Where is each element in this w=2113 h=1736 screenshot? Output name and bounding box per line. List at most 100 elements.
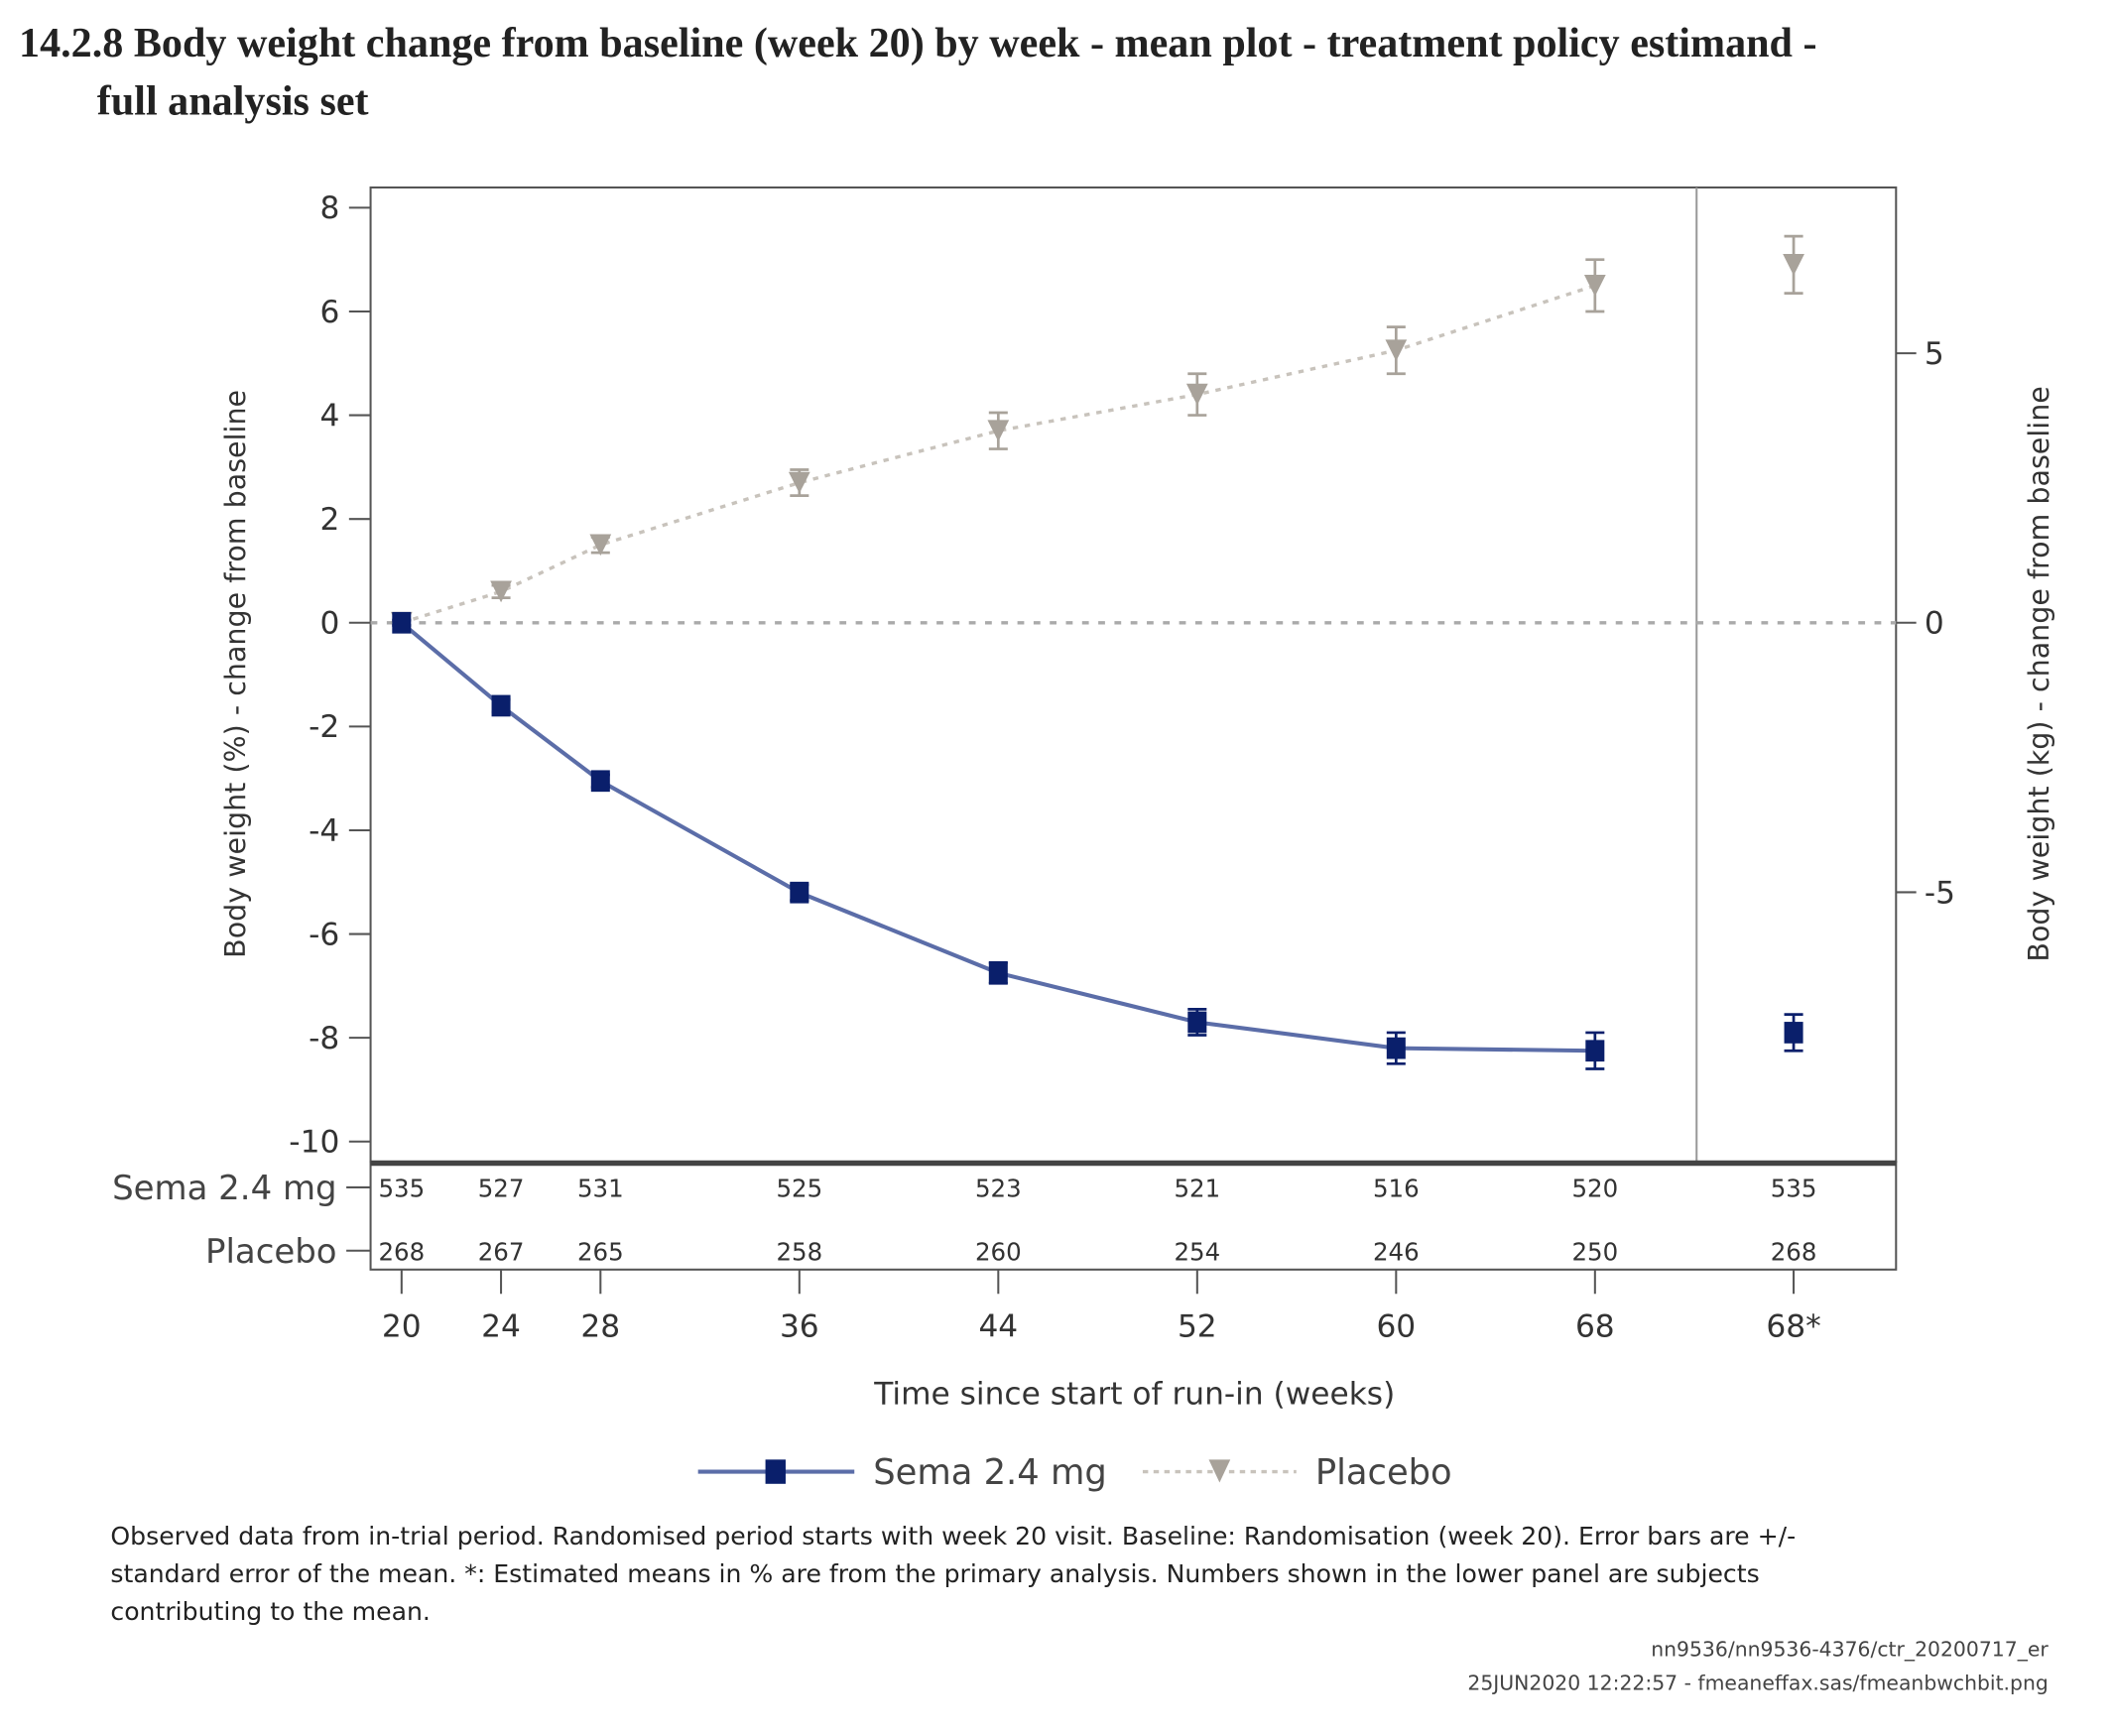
sema-count: 521 bbox=[1174, 1174, 1220, 1202]
placebo-marker bbox=[490, 580, 512, 603]
y-axis-right: 5 0 -5 bbox=[1896, 336, 1955, 911]
y-left-tick-label: -8 bbox=[309, 1021, 339, 1056]
placebo-point bbox=[788, 468, 810, 497]
source-path: nn9536/nn9536-4376/ctr_20200717_er bbox=[1651, 1638, 2049, 1663]
x-tick-label: 24 bbox=[481, 1309, 521, 1345]
sema-line bbox=[400, 621, 1595, 1054]
counts-group: 268 267 265 258 260 254 246 250 268 535 527 531 525 5… bbox=[378, 1174, 1816, 1266]
figure-title-line-1: 14.2.8 Body weight change from baseline … bbox=[19, 20, 1817, 66]
sema-marker bbox=[1386, 1037, 1406, 1059]
sema-marker bbox=[988, 961, 1008, 984]
x-tick-label: 68 bbox=[1575, 1309, 1615, 1345]
legend-sema-marker bbox=[765, 1459, 786, 1484]
sema-point bbox=[988, 960, 1008, 985]
y-left-tick-label: 8 bbox=[319, 190, 339, 226]
y-left-tick-label: -10 bbox=[289, 1125, 339, 1161]
sema-point bbox=[1386, 1031, 1406, 1065]
placebo-marker bbox=[589, 534, 612, 557]
y-left-tick-label: -4 bbox=[309, 813, 339, 849]
placebo-point bbox=[1385, 325, 1408, 376]
placebo-marker bbox=[1783, 254, 1804, 276]
x-tick-label: 20 bbox=[382, 1309, 422, 1345]
sema-point bbox=[590, 770, 610, 793]
source-timestamp: 25JUN2020 12:22:57 - fmeaneffax.sas/fmea… bbox=[1467, 1672, 2048, 1695]
x-tick-label: 28 bbox=[580, 1309, 620, 1345]
x-axis: 20 24 28 36 44 52 60 68 68* bbox=[382, 1269, 1821, 1345]
sema-marker bbox=[1585, 1040, 1605, 1062]
y-left-tick-label: -6 bbox=[309, 917, 339, 952]
sema-marker bbox=[1187, 1011, 1207, 1034]
placebo-point bbox=[490, 580, 512, 603]
footnote-line-1: Observed data from in-trial period. Rand… bbox=[110, 1522, 1796, 1550]
x-tick-label: 68* bbox=[1766, 1309, 1820, 1345]
placebo-point bbox=[1185, 372, 1208, 417]
y-left-tick-label: 6 bbox=[319, 295, 339, 330]
x-tick-label: 36 bbox=[780, 1309, 819, 1345]
sema-count: 535 bbox=[1771, 1174, 1817, 1202]
count-row-label-placebo: Placebo bbox=[205, 1232, 337, 1272]
placebo-count: 265 bbox=[577, 1237, 624, 1266]
placebo-count: 250 bbox=[1571, 1237, 1618, 1266]
y-left-tick-label: 4 bbox=[319, 398, 339, 434]
placebo-marker bbox=[987, 420, 1010, 442]
placebo-line bbox=[401, 284, 1596, 625]
sema-point bbox=[1187, 1008, 1207, 1037]
figure-title-line-2: full analysis set bbox=[97, 78, 369, 125]
placebo-point bbox=[987, 411, 1010, 450]
sema-count: 531 bbox=[577, 1174, 624, 1202]
x-tick-label: 44 bbox=[978, 1309, 1018, 1345]
sema-point bbox=[392, 611, 412, 634]
sema-count: 516 bbox=[1373, 1174, 1420, 1202]
sema-point bbox=[1784, 1013, 1803, 1053]
legend-placebo-marker bbox=[1208, 1459, 1231, 1483]
legend: Sema 2.4 mg Placebo bbox=[697, 1452, 1452, 1493]
y-axis-left-label: Body weight (%) - change from baseline bbox=[219, 390, 252, 958]
sema-count: 525 bbox=[776, 1174, 822, 1202]
series-group bbox=[390, 234, 1804, 1070]
placebo-count: 268 bbox=[378, 1237, 425, 1266]
sema-marker bbox=[590, 770, 610, 793]
placebo-count: 254 bbox=[1174, 1237, 1220, 1266]
placebo-count: 267 bbox=[478, 1237, 525, 1266]
placebo-count: 246 bbox=[1373, 1237, 1420, 1266]
placebo-point bbox=[1783, 234, 1804, 296]
legend-sema-label: Sema 2.4 mg bbox=[873, 1452, 1107, 1493]
sema-marker bbox=[392, 611, 412, 634]
legend-placebo-label: Placebo bbox=[1315, 1452, 1452, 1493]
y-left-tick-label: 0 bbox=[319, 606, 339, 642]
placebo-point bbox=[1583, 258, 1606, 313]
sema-point bbox=[491, 694, 511, 717]
placebo-marker bbox=[1385, 339, 1408, 362]
y-left-tick-label: 2 bbox=[319, 502, 339, 538]
sema-marker bbox=[1784, 1022, 1803, 1044]
sema-count: 523 bbox=[975, 1174, 1022, 1202]
y-axis-left: 8 6 4 2 0 -2 -4 -6 -8 -10 bbox=[289, 190, 371, 1161]
y-axis-right-label: Body weight (kg) - change from baseline bbox=[2023, 386, 2055, 961]
placebo-marker bbox=[1185, 383, 1208, 406]
y-right-tick-label: 5 bbox=[1925, 336, 1944, 372]
placebo-marker bbox=[788, 471, 810, 494]
y-right-tick-label: 0 bbox=[1925, 606, 1944, 642]
sema-marker bbox=[491, 694, 511, 717]
x-axis-label: Time since start of run-in (weeks) bbox=[873, 1377, 1395, 1413]
plot-area bbox=[369, 186, 1898, 1164]
placebo-marker bbox=[1583, 274, 1606, 297]
sema-marker bbox=[790, 881, 809, 904]
x-tick-label: 60 bbox=[1376, 1309, 1416, 1345]
placebo-count: 268 bbox=[1771, 1237, 1817, 1266]
placebo-point bbox=[589, 534, 612, 557]
footnote-line-3: contributing to the mean. bbox=[110, 1597, 431, 1626]
count-row-label-sema: Sema 2.4 mg bbox=[112, 1169, 337, 1208]
sema-count: 527 bbox=[478, 1174, 525, 1202]
footnote-line-2: standard error of the mean. *: Estimated… bbox=[110, 1559, 1759, 1588]
placebo-count: 260 bbox=[975, 1237, 1022, 1266]
sema-count: 520 bbox=[1571, 1174, 1618, 1202]
sema-point bbox=[1585, 1031, 1605, 1070]
sema-count: 535 bbox=[378, 1174, 425, 1202]
y-right-tick-label: -5 bbox=[1925, 875, 1955, 911]
placebo-count: 258 bbox=[776, 1237, 822, 1266]
sema-point bbox=[790, 881, 809, 904]
y-left-tick-label: -2 bbox=[309, 709, 339, 745]
x-tick-label: 52 bbox=[1178, 1309, 1217, 1345]
